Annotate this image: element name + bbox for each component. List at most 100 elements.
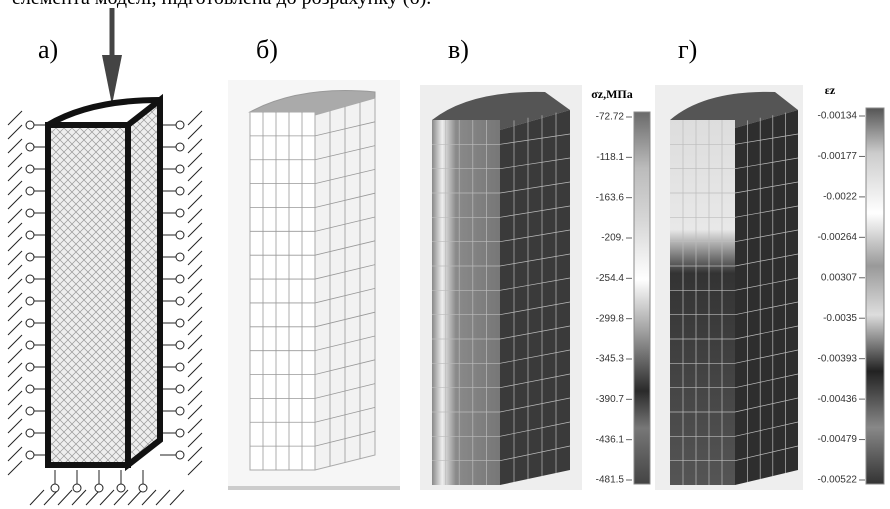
hatch-line <box>188 363 202 377</box>
legend-tick-label: -0.00393 <box>818 353 858 364</box>
hinge <box>26 451 34 459</box>
hatch-line <box>8 265 22 279</box>
hatch-line <box>188 461 202 475</box>
panel-label: б) <box>256 35 278 64</box>
legend-tick-label: -163.6 <box>596 192 625 203</box>
hatch-line <box>188 237 202 251</box>
hinge <box>51 484 59 492</box>
block-side <box>500 110 570 485</box>
arrow-head <box>102 55 122 105</box>
hinge <box>26 209 34 217</box>
hatch-line <box>8 405 22 419</box>
prism-front <box>48 125 128 465</box>
legend-tick-label: -0.0035 <box>823 313 857 324</box>
hinge <box>176 363 184 371</box>
hatch-line <box>8 363 22 377</box>
hatch-line <box>8 111 22 125</box>
legend-title: σz,МПа <box>591 87 633 101</box>
hatch-line <box>8 349 22 363</box>
hinge <box>95 484 103 492</box>
hatch-line <box>188 111 202 125</box>
hatch-line <box>188 125 202 139</box>
panel-c: σz,МПа -72.72-118.1-163.6-209.-254.4-299… <box>420 85 654 490</box>
hinge <box>176 407 184 415</box>
hinge <box>73 484 81 492</box>
hinge <box>26 165 34 173</box>
hinge <box>26 275 34 283</box>
hatch-line <box>8 167 22 181</box>
hatch-line <box>8 391 22 405</box>
hatch-line <box>8 377 22 391</box>
hatch-line <box>188 405 202 419</box>
hatch-line <box>188 223 202 237</box>
hatch-line <box>8 461 22 475</box>
hinge <box>176 231 184 239</box>
hinge <box>117 484 125 492</box>
hatch-line <box>188 321 202 335</box>
hatch-line <box>8 181 22 195</box>
block-front <box>432 120 500 485</box>
prism-side <box>128 100 160 465</box>
legend-tick-label: -436.1 <box>596 434 625 445</box>
hatch-line <box>8 251 22 265</box>
hinge <box>176 341 184 349</box>
hinge <box>26 407 34 415</box>
hinge <box>176 121 184 129</box>
block-side <box>735 110 798 485</box>
hinge <box>139 484 147 492</box>
legend-tick-label: -390.7 <box>596 394 625 405</box>
hatch-line <box>188 181 202 195</box>
panel-d: εz -0.00134-0.00177-0.0022-0.002640.0030… <box>655 83 890 490</box>
hatch-line <box>188 167 202 181</box>
block-front <box>250 112 315 470</box>
hatch-line <box>156 490 170 505</box>
hatch-line <box>188 419 202 433</box>
hinge <box>176 385 184 393</box>
hatch-line <box>188 391 202 405</box>
hatch-line <box>30 490 44 505</box>
hatch-line <box>188 139 202 153</box>
legend-tick-label: -0.00436 <box>818 394 858 405</box>
panel-label: а) <box>38 35 58 64</box>
panel-b <box>228 80 400 490</box>
legend-tick-label: -72.72 <box>596 112 625 123</box>
legend-tick-label: -0.00177 <box>818 151 858 162</box>
colorbar <box>866 108 884 484</box>
legend-tick-label: -345.3 <box>596 354 625 365</box>
legend-tick-label: -118.1 <box>596 152 624 163</box>
hatch-line <box>58 490 72 505</box>
block-front <box>670 120 735 485</box>
hatch-line <box>128 490 142 505</box>
hatch-line <box>8 321 22 335</box>
hinge <box>26 341 34 349</box>
hinge <box>176 209 184 217</box>
hatch-line <box>8 433 22 447</box>
hinge <box>26 187 34 195</box>
hatch-line <box>8 125 22 139</box>
legend-tick-label: -254.4 <box>596 273 625 284</box>
hatch-line <box>8 195 22 209</box>
hatch-line <box>188 335 202 349</box>
hatch-line <box>8 209 22 223</box>
hinge <box>176 275 184 283</box>
legend-tick-label: -0.00134 <box>818 111 858 122</box>
hatch-line <box>8 223 22 237</box>
hinge <box>26 231 34 239</box>
figure: елемента моделі, підготовлена до розраху… <box>0 0 890 509</box>
hinge <box>26 319 34 327</box>
hatch-line <box>188 293 202 307</box>
hinge <box>176 253 184 261</box>
hinge <box>176 451 184 459</box>
hatch-line <box>188 433 202 447</box>
legend-tick-label: -0.00479 <box>818 434 858 445</box>
hinge <box>176 143 184 151</box>
hinge <box>26 385 34 393</box>
hatch-line <box>8 307 22 321</box>
panel-label: г) <box>678 35 697 64</box>
hatch-line <box>188 377 202 391</box>
hinge <box>26 143 34 151</box>
hatch-line <box>8 447 22 461</box>
hatch-line <box>188 349 202 363</box>
legend-tick-label: -0.00264 <box>818 232 858 243</box>
hatch-line <box>100 490 114 505</box>
